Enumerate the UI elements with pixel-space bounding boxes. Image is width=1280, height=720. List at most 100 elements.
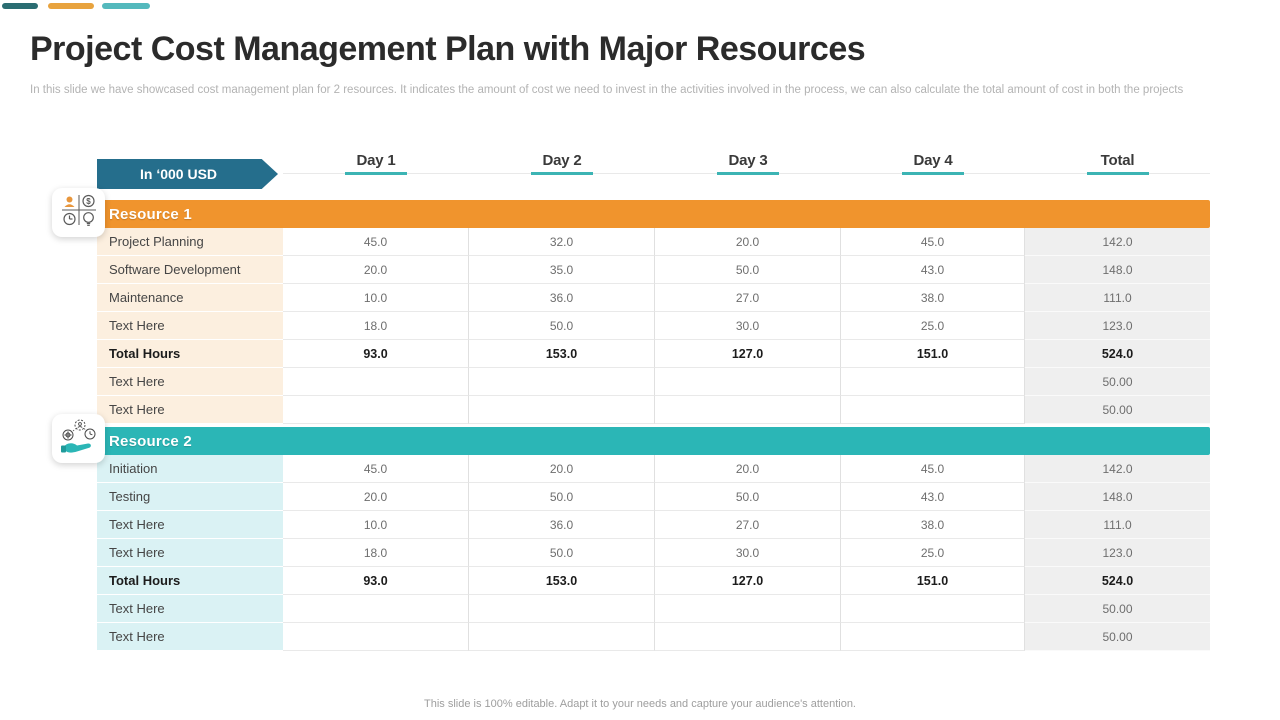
value-cell: 20.0 [283,256,469,284]
value-cell [283,396,469,424]
column-header-underline [345,172,407,175]
value-cell [283,623,469,651]
value-cell: 25.0 [841,539,1025,567]
value-cell: 50.0 [655,256,841,284]
column-header-label: Day 1 [356,152,396,169]
row-label-cell: Software Development [97,256,283,284]
value-cell [655,396,841,424]
total-cell: 148.0 [1025,483,1210,511]
value-cell: 27.0 [655,511,841,539]
people-money-time-idea-grid-icon: $ [60,193,98,232]
total-cell: 148.0 [1025,256,1210,284]
row-label-cell: Text Here [97,595,283,623]
value-cell: 50.0 [655,483,841,511]
slide-title: Project Cost Management Plan with Major … [30,30,866,68]
table-row: Text Here 50.00 [97,595,1210,623]
value-cell: 20.0 [655,455,841,483]
table-row: Initiation 45.0 20.0 20.0 45.0 142.0 [97,455,1210,483]
row-label-cell: Total Hours [97,567,283,595]
resource2-icon-card [52,414,105,463]
value-cell: 38.0 [841,284,1025,312]
row-label-cell: Testing [97,483,283,511]
row-label-cell: Text Here [97,511,283,539]
row-label-cell: Initiation [97,455,283,483]
value-cell: 43.0 [841,256,1025,284]
table-row: Testing 20.0 50.0 50.0 43.0 148.0 [97,483,1210,511]
table-row: Maintenance 10.0 36.0 27.0 38.0 111.0 [97,284,1210,312]
value-cell [655,595,841,623]
value-cell: 50.0 [469,539,655,567]
table-row: Total Hours 93.0 153.0 127.0 151.0 524.0 [97,340,1210,368]
value-cell [469,368,655,396]
column-header-day-3: Day 3 [655,148,841,178]
value-cell: 45.0 [283,455,469,483]
value-cell [841,368,1025,396]
value-cell [469,396,655,424]
value-cell: 151.0 [841,340,1025,368]
svg-text:$: $ [86,197,91,206]
column-header-day-1: Day 1 [283,148,469,178]
row-label-cell: Text Here [97,396,283,424]
value-cell: 45.0 [841,455,1025,483]
value-cell [655,368,841,396]
total-cell: 123.0 [1025,539,1210,567]
total-cell: 50.00 [1025,595,1210,623]
column-header-underline [902,172,964,175]
column-header-total: Total [1025,148,1210,178]
value-cell: 20.0 [655,228,841,256]
value-cell: 36.0 [469,284,655,312]
value-cell: 32.0 [469,228,655,256]
value-cell: 151.0 [841,567,1025,595]
unit-banner: In ‘000 USD [97,159,278,189]
table-row: Text Here 50.00 [97,368,1210,396]
value-cell: 38.0 [841,511,1025,539]
value-cell [283,368,469,396]
total-cell: 524.0 [1025,340,1210,368]
value-cell [655,623,841,651]
column-header-underline [717,172,779,175]
table-row: Project Planning 45.0 32.0 20.0 45.0 142.0 [97,228,1210,256]
table-row: Total Hours 93.0 153.0 127.0 151.0 524.0 [97,567,1210,595]
total-cell: 50.00 [1025,368,1210,396]
value-cell [283,595,469,623]
value-cell: 45.0 [841,228,1025,256]
row-label-cell: Text Here [97,539,283,567]
row-label-cell: Total Hours [97,340,283,368]
row-label-cell: Maintenance [97,284,283,312]
row-label-cell: Text Here [97,368,283,396]
section-resource-2: Resource 2 Initiation 45.0 20.0 20.0 45.0 142.… [97,427,1210,651]
table-row: Text Here 50.00 [97,396,1210,424]
table-row: Text Here 18.0 50.0 30.0 25.0 123.0 [97,312,1210,340]
row-label-cell: Text Here [97,312,283,340]
footer-note: This slide is 100% editable. Adapt it to… [424,698,856,710]
total-cell: 111.0 [1025,511,1210,539]
column-header-underline [1086,172,1149,175]
value-cell: 30.0 [655,312,841,340]
resource1-icon-card: $ [52,188,105,237]
value-cell: 20.0 [469,455,655,483]
value-cell: 30.0 [655,539,841,567]
accent-dash-dark-teal [2,3,38,9]
value-cell [841,595,1025,623]
hand-holding-gears-icon [59,418,99,459]
accent-dash-light-teal [102,3,150,9]
table-row: Text Here 50.00 [97,623,1210,651]
value-cell: 93.0 [283,567,469,595]
total-cell: 142.0 [1025,228,1210,256]
value-cell: 20.0 [283,483,469,511]
value-cell [469,623,655,651]
value-cell: 18.0 [283,539,469,567]
cost-table: Day 1 Day 2 Day 3 Day 4 Total In ‘000 USD Re… [97,148,1210,651]
resource-section-bar: Resource 1 [97,200,1210,228]
table-row: Text Here 10.0 36.0 27.0 38.0 111.0 [97,511,1210,539]
total-cell: 524.0 [1025,567,1210,595]
total-cell: 50.00 [1025,623,1210,651]
value-cell: 127.0 [655,567,841,595]
value-cell: 25.0 [841,312,1025,340]
value-cell: 50.0 [469,483,655,511]
value-cell: 10.0 [283,284,469,312]
column-header-underline [531,172,593,175]
value-cell: 153.0 [469,567,655,595]
table-row: Text Here 18.0 50.0 30.0 25.0 123.0 [97,539,1210,567]
